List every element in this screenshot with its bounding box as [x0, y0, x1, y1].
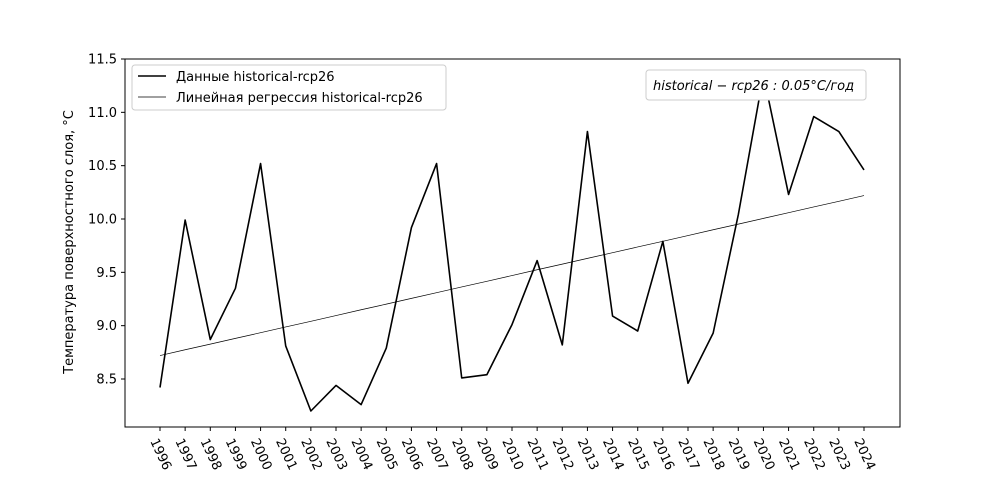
x-tick-label: 2015: [624, 436, 652, 472]
y-tick-label: 8.5: [96, 373, 117, 388]
y-tick-label: 10.5: [88, 159, 117, 174]
x-tick-label: 2003: [322, 436, 350, 472]
x-tick-label: 2021: [775, 436, 803, 472]
x-tick-label: 1996: [146, 436, 174, 472]
x-tick-label: 2005: [373, 436, 401, 472]
x-tick-label: 2006: [398, 436, 426, 472]
legend-label-regression: Линейная регрессия historical-rcp26: [176, 91, 423, 106]
x-tick-label: 2002: [297, 436, 325, 472]
x-tick-label: 2018: [700, 436, 728, 472]
x-tick-label: 2010: [498, 436, 526, 472]
x-tick-label: 2000: [247, 436, 275, 472]
x-tick-label: 2019: [725, 436, 753, 472]
annotation-text: historical − rcp26 : 0.05°C/год: [653, 79, 854, 94]
x-tick-label: 2008: [448, 436, 476, 472]
x-tick-label: 2004: [348, 436, 376, 472]
x-tick-label: 2022: [800, 436, 828, 472]
x-tick-label: 2016: [649, 436, 677, 472]
trend-annotation: historical − rcp26 : 0.05°C/год: [646, 70, 866, 100]
x-tick-label: 2013: [574, 436, 602, 472]
x-tick-label: 1998: [197, 436, 225, 472]
y-tick-label: 11.5: [88, 53, 117, 68]
y-axis-label: Температура поверхностного слоя, °C: [62, 110, 77, 375]
x-tick-label: 2020: [750, 436, 778, 472]
y-tick-label: 9.0: [96, 319, 117, 334]
plot-area: [125, 59, 900, 427]
y-tick-label: 11.0: [88, 106, 117, 121]
x-tick-label: 1999: [222, 436, 250, 472]
y-axis-ticks: 8.5 9.0 9.5 10.0 10.5 11.0 11.5: [88, 53, 125, 388]
x-tick-label: 2007: [423, 436, 451, 472]
y-tick-label: 10.0: [88, 213, 117, 228]
x-tick-label: 2024: [850, 436, 878, 472]
x-axis-ticks: 1996199719981999200020012002200320042005…: [146, 427, 878, 473]
y-tick-label: 9.5: [96, 266, 117, 281]
x-tick-label: 2012: [549, 436, 577, 472]
x-tick-label: 1997: [172, 436, 200, 472]
x-tick-label: 2001: [272, 436, 300, 472]
x-tick-label: 2009: [473, 436, 501, 472]
legend: Данные historical-rcp26 Линейная регресс…: [132, 65, 446, 110]
x-tick-label: 2014: [599, 436, 627, 472]
legend-label-data: Данные historical-rcp26: [176, 70, 335, 85]
x-tick-label: 2023: [825, 436, 853, 472]
x-tick-label: 2017: [674, 436, 702, 472]
x-tick-label: 2011: [524, 436, 552, 472]
